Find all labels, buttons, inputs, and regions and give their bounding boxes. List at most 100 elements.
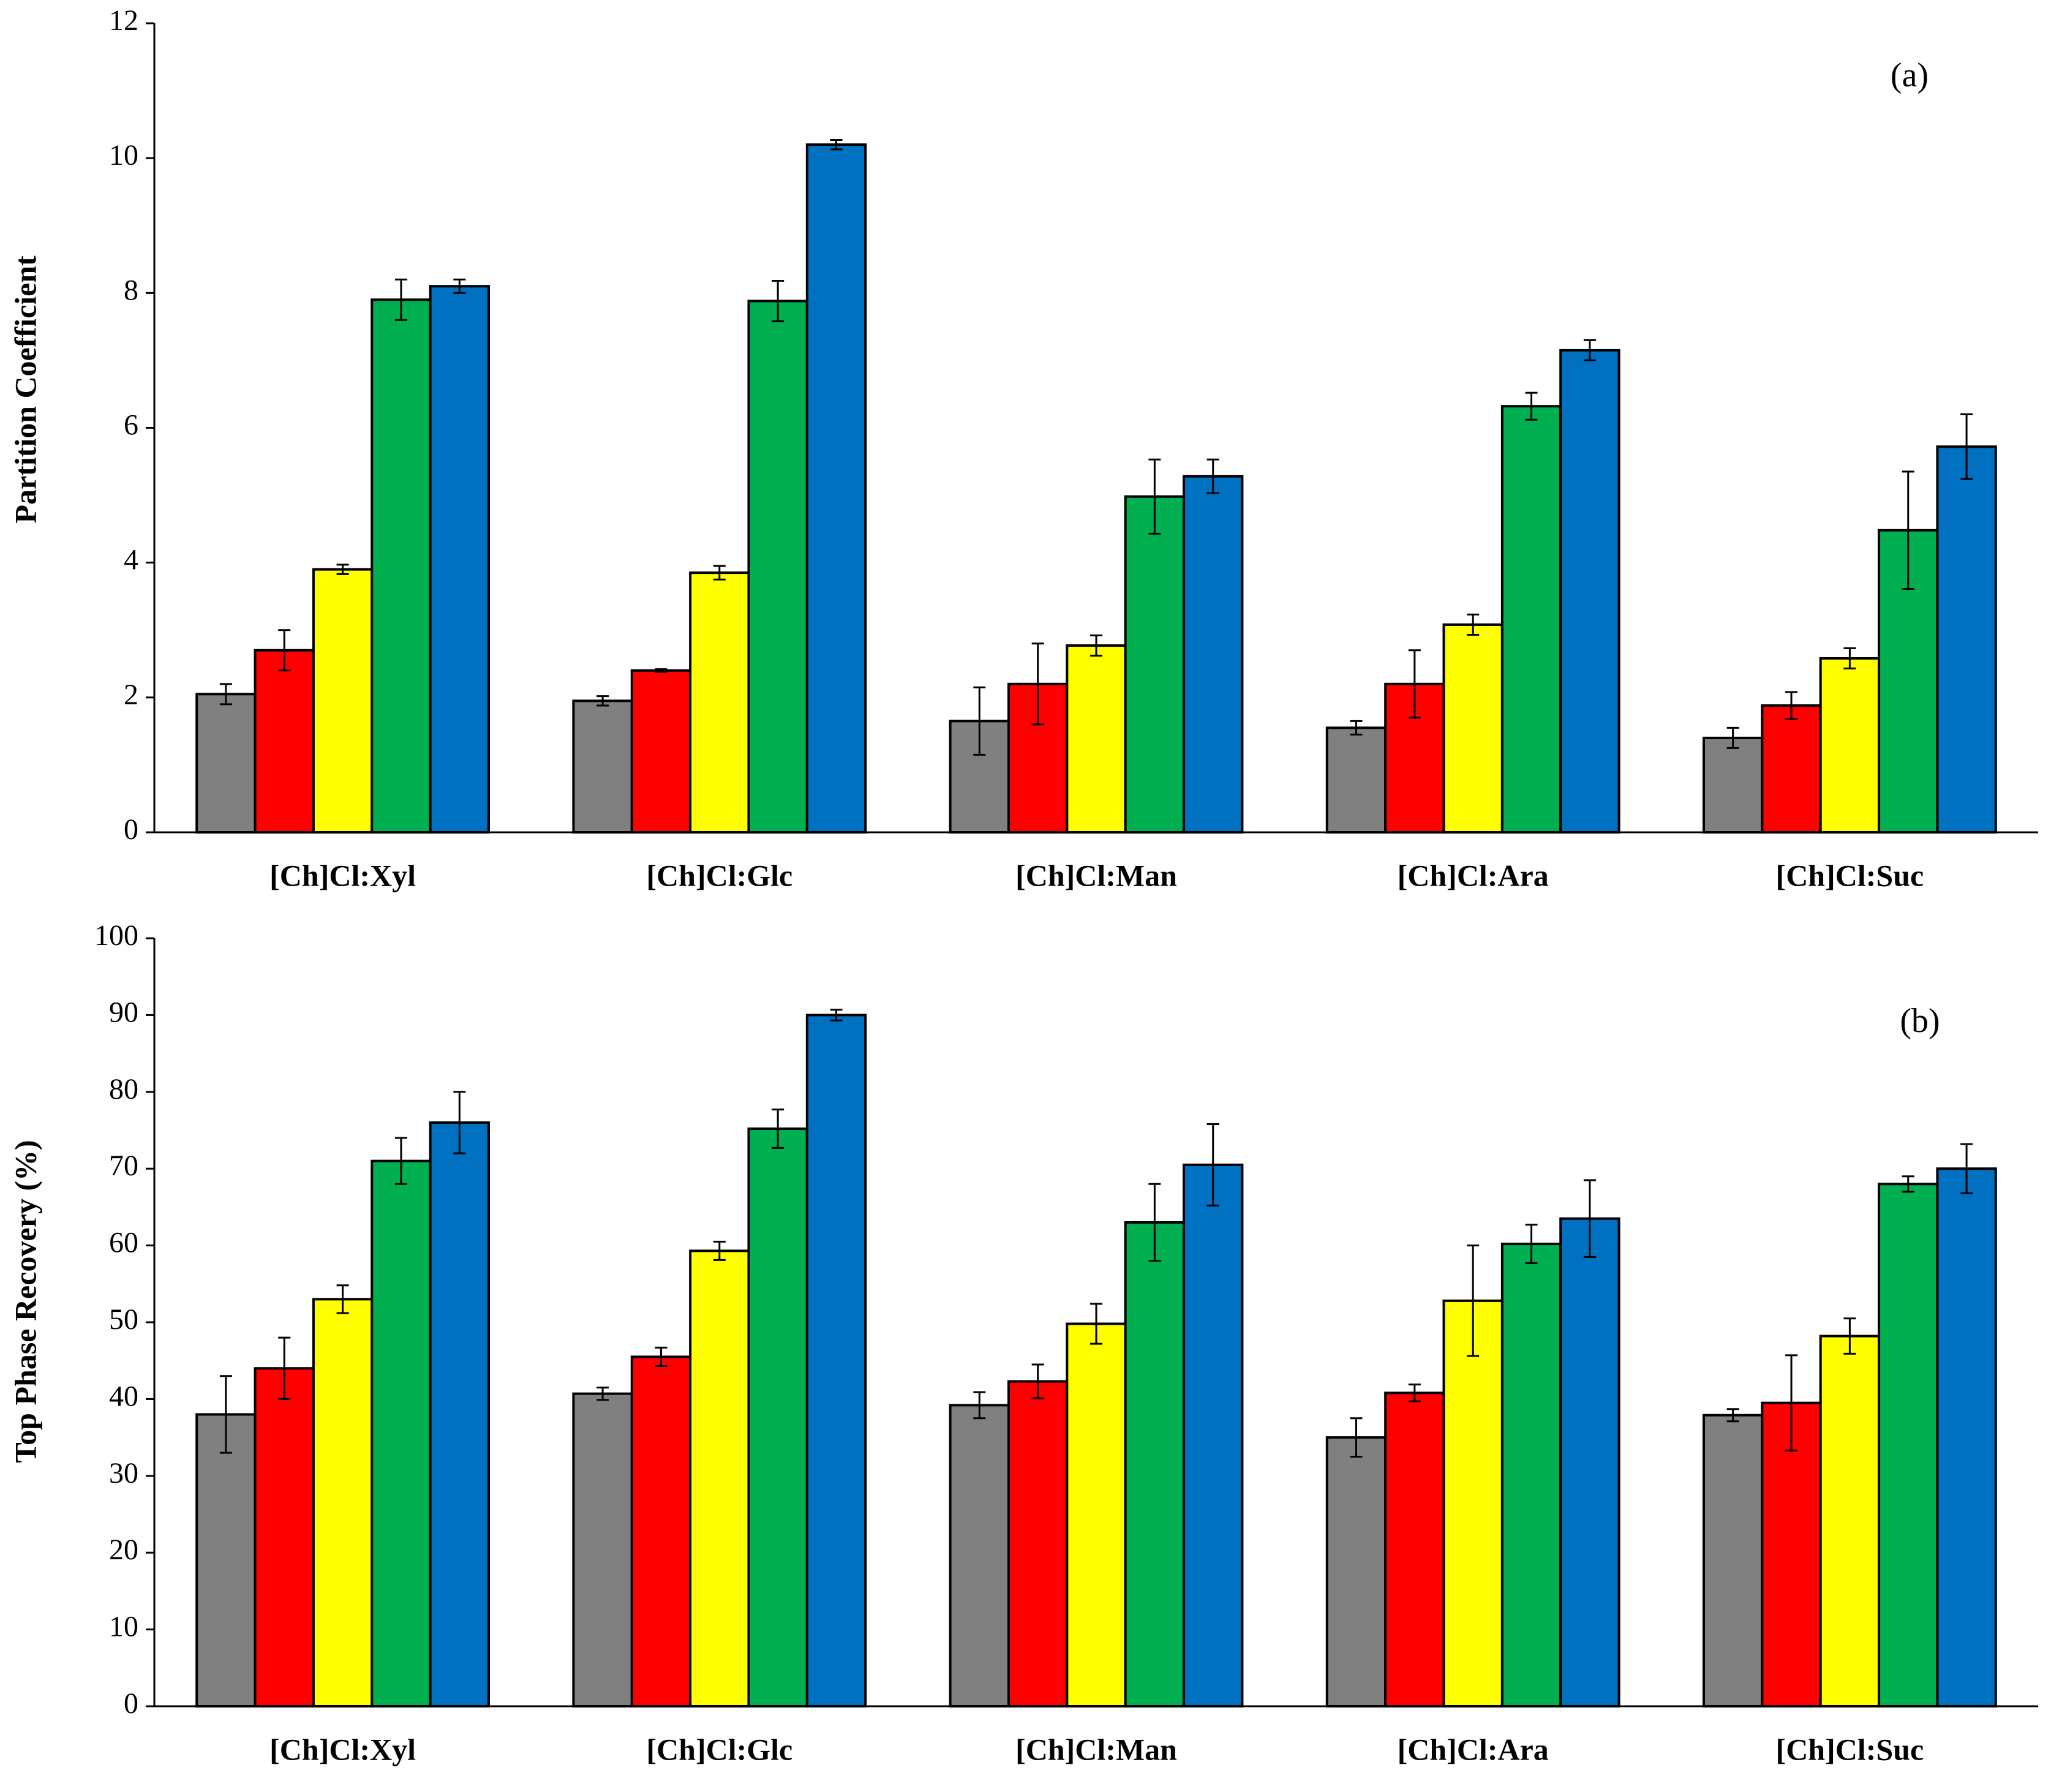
error-bar xyxy=(1090,634,1102,657)
y-tick-label: 6 xyxy=(124,409,138,442)
error-bar xyxy=(336,563,349,575)
y-tick-label: 70 xyxy=(109,1150,138,1182)
error-bar xyxy=(453,278,466,294)
error-bar xyxy=(655,668,668,673)
bar xyxy=(572,699,633,834)
y-tick-label: 10 xyxy=(109,1611,138,1643)
x-tick-label: [Ch]Cl:Suc xyxy=(1776,1732,1924,1766)
error-bar xyxy=(1350,720,1363,736)
annotation: (b) xyxy=(1900,1002,1940,1040)
x-tick-label: [Ch]Cl:Glc xyxy=(646,858,792,892)
error-bar xyxy=(1726,726,1739,749)
error-bar xyxy=(394,278,407,321)
bar xyxy=(1325,1436,1387,1708)
y-tick-label: 60 xyxy=(109,1227,138,1259)
bar xyxy=(1559,1217,1620,1707)
bar xyxy=(630,669,692,834)
bar xyxy=(689,1249,750,1708)
y-tick-label: 20 xyxy=(109,1534,138,1566)
error-bar xyxy=(1843,647,1856,669)
x-tick-label: [Ch]Cl:Man xyxy=(1015,1732,1177,1766)
bar xyxy=(630,1355,692,1707)
error-bar xyxy=(219,683,232,706)
bar xyxy=(1559,348,1620,834)
error-bar xyxy=(1148,1183,1161,1262)
bar xyxy=(1384,1391,1445,1707)
error-bar xyxy=(1785,691,1798,720)
error-bar xyxy=(453,1091,466,1154)
y-tick-label: 0 xyxy=(124,1687,138,1720)
bar xyxy=(1761,1401,1822,1707)
error-bar xyxy=(713,565,726,581)
bar xyxy=(1936,1167,1997,1707)
bar xyxy=(747,299,808,834)
error-bar xyxy=(772,280,785,323)
bar xyxy=(254,1367,315,1707)
y-tick-label: 4 xyxy=(124,544,138,576)
error-bar xyxy=(1960,1143,1973,1194)
y-tick-label: 2 xyxy=(124,679,138,711)
x-tick-label: [Ch]Cl:Suc xyxy=(1776,858,1924,892)
bar xyxy=(1878,1183,1939,1707)
y-tick-label: 8 xyxy=(124,274,138,306)
bar xyxy=(1124,495,1186,834)
bar xyxy=(1819,1335,1881,1707)
bar xyxy=(312,1298,374,1707)
bar xyxy=(1936,445,1997,834)
y-tick-label: 100 xyxy=(94,919,138,952)
error-bar xyxy=(596,695,609,707)
bar xyxy=(572,1392,633,1708)
bar xyxy=(429,1121,490,1707)
bar xyxy=(312,568,374,834)
error-bar xyxy=(1525,391,1538,421)
error-bar xyxy=(1726,1408,1739,1423)
error-bar xyxy=(596,1387,609,1401)
error-bar xyxy=(1408,1384,1421,1402)
error-bar xyxy=(1090,1303,1102,1345)
x-tick-label: [Ch]Cl:Xyl xyxy=(269,858,416,892)
error-bar xyxy=(278,1336,291,1400)
error-bar xyxy=(1785,1354,1798,1451)
error-bar xyxy=(1902,1175,1914,1193)
bar xyxy=(1703,736,1764,834)
bar xyxy=(1325,726,1387,834)
bar xyxy=(689,571,750,834)
error-bar xyxy=(219,1375,232,1454)
bar xyxy=(429,285,490,834)
bar xyxy=(1703,1414,1764,1707)
error-bar xyxy=(973,1391,986,1420)
y-tick-label: 40 xyxy=(109,1380,138,1412)
error-bar xyxy=(1031,1363,1044,1399)
error-bar xyxy=(1843,1317,1856,1355)
error-bar xyxy=(830,138,843,151)
bar xyxy=(1183,475,1244,834)
bar xyxy=(1819,657,1881,834)
y-tick-label: 50 xyxy=(109,1303,138,1336)
error-bar xyxy=(1206,1123,1219,1207)
error-bar xyxy=(1583,339,1596,361)
y-tick-label: 0 xyxy=(124,813,138,846)
bar xyxy=(949,1404,1010,1707)
bar xyxy=(805,143,867,834)
x-tick-label: [Ch]Cl:Xyl xyxy=(269,1732,416,1766)
bar xyxy=(195,693,257,834)
error-bar xyxy=(655,1346,668,1367)
bar xyxy=(1066,644,1127,834)
x-tick-label: [Ch]Cl:Ara xyxy=(1398,858,1549,892)
y-tick-label: 30 xyxy=(109,1457,138,1489)
bar xyxy=(1500,405,1562,834)
error-bar xyxy=(772,1109,785,1149)
error-bar xyxy=(1206,458,1219,494)
y-axis-label: Partition Coefficient xyxy=(8,255,42,524)
bar xyxy=(371,1159,432,1708)
error-bar xyxy=(1525,1224,1538,1264)
error-bar xyxy=(830,1009,843,1022)
y-axis-label: Top Phase Recovery (%) xyxy=(8,1140,42,1463)
annotation: (a) xyxy=(1891,56,1929,94)
error-bar xyxy=(336,1284,349,1314)
error-bar xyxy=(1467,613,1480,636)
x-tick-label: [Ch]Cl:Ara xyxy=(1398,1732,1549,1766)
bar xyxy=(1500,1243,1562,1708)
bar xyxy=(1442,1299,1503,1707)
error-bar xyxy=(1148,458,1161,535)
